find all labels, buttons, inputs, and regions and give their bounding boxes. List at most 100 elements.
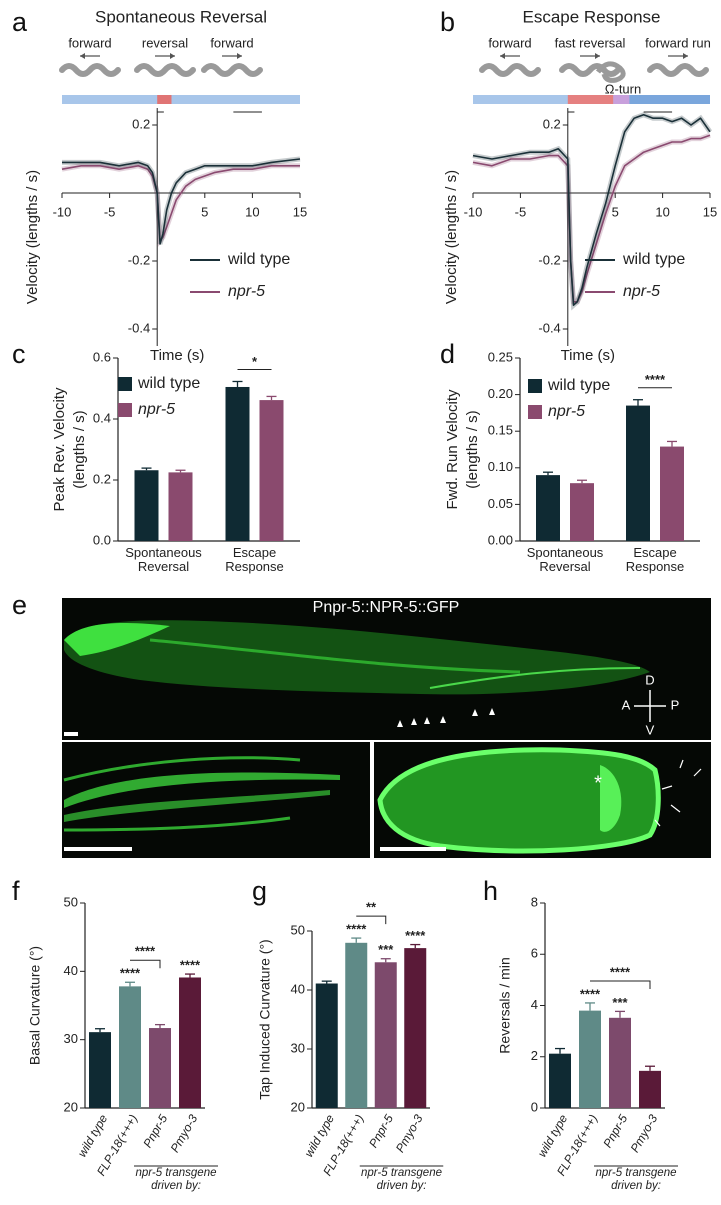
x-tick-label: Spontaneous Reversal [526, 546, 604, 575]
bar [134, 470, 159, 541]
x-tick-label: -10 [53, 204, 72, 219]
bar [404, 948, 427, 1108]
ethogram-segment [567, 95, 614, 104]
y-tick-label: 40 [291, 981, 305, 996]
y-tick-label: 0 [531, 1099, 538, 1114]
worm-icon [647, 63, 709, 77]
panel-letter: c [12, 339, 26, 369]
behavior-label: forward run [645, 35, 711, 50]
x-tick-label-box: Escape Response [625, 546, 685, 575]
scale-bar [64, 732, 78, 736]
muscle-strand [63, 756, 301, 782]
behavior-label: fast reversal [555, 35, 626, 50]
bar [179, 977, 201, 1108]
y-tick-label: 4 [531, 997, 538, 1012]
image-marker: * [594, 772, 602, 794]
x-tick-label: 15 [703, 204, 717, 219]
scale-bar [64, 847, 132, 851]
series-line [61, 165, 300, 242]
behavior-label: forward [488, 35, 531, 50]
x-tick-label: -10 [464, 204, 483, 219]
y-tick-label: 50 [291, 922, 305, 937]
compass-label: A [622, 697, 631, 712]
compass-arrows [634, 690, 666, 722]
x-tick-label: Escape Response [625, 546, 685, 575]
y-tick-label: 0.2 [93, 471, 111, 486]
group-label-box: npr-5 transgene driven by: [596, 1167, 677, 1192]
y-axis-label: Peak Rev. Velocity [51, 387, 68, 511]
legend-label: npr-5 [138, 401, 175, 418]
y-tick-label: 20 [291, 1099, 305, 1114]
head-image [380, 749, 659, 851]
behavior-label: forward [210, 35, 253, 50]
y-tick-label: 0.20 [488, 386, 513, 401]
arrow-head [80, 53, 85, 59]
bar [626, 405, 650, 541]
legend-label: wild type [547, 377, 610, 394]
y-axis-label: Reversals / min [497, 957, 513, 1053]
nerve-ring [600, 765, 622, 832]
y-tick-label: 2 [531, 1048, 538, 1063]
x-tick-label: 5 [612, 204, 619, 219]
panel-letter: e [12, 590, 27, 620]
y-tick-label: 0.0 [93, 532, 111, 547]
legend-label: npr-5 [228, 283, 265, 300]
bar [549, 1053, 571, 1108]
group-label: npr-5 transgene driven by: [135, 1167, 217, 1192]
y-tick-label: 40 [64, 963, 78, 978]
bar [315, 983, 338, 1108]
arrowheads [397, 708, 495, 727]
arrow-head [595, 53, 600, 59]
worm-icon [134, 63, 196, 77]
worm-icon [559, 63, 621, 77]
panel-letter: b [440, 7, 455, 37]
significance-label: *** [378, 942, 394, 957]
image-caption: Pnpr-5::NPR-5::GFP [313, 599, 460, 616]
x-tick-label: -5 [515, 204, 527, 219]
y-tick-label: 0.00 [488, 532, 513, 547]
y-axis-label: Velocity (lengths / s) [443, 170, 460, 304]
bar [374, 962, 397, 1108]
worm-tail [429, 667, 641, 689]
legend-label: npr-5 [623, 283, 660, 300]
bar [345, 942, 368, 1108]
bar [660, 446, 684, 541]
muscle-strand [63, 816, 291, 832]
arrow-head [500, 53, 505, 59]
comparison-bracket [356, 915, 387, 925]
y-tick-label: 0.15 [488, 423, 513, 438]
comparison-label: **** [645, 372, 666, 387]
y-axis-label: Tap Induced Curvature (°) [257, 939, 273, 1099]
x-tick-label-box: Spontaneous Reversal [125, 546, 202, 574]
worm-nerve [149, 638, 521, 674]
y-tick-label: 0.4 [93, 410, 111, 425]
ethogram [62, 95, 300, 104]
x-tick-label-box: Spontaneous Reversal [526, 546, 604, 575]
significance-label: *** [612, 995, 628, 1010]
x-tick-label: -5 [104, 204, 116, 219]
group-label-box: npr-5 transgene driven by: [135, 1167, 217, 1192]
worm-icon [201, 63, 263, 77]
x-tick-label: 10 [245, 204, 259, 219]
legend-swatch [528, 405, 542, 419]
head-outline [377, 747, 661, 854]
scale-bar [380, 847, 446, 851]
y-tick-label: 8 [531, 894, 538, 909]
bar [225, 386, 250, 541]
y-tick-label: -0.2 [538, 252, 560, 267]
significance-label: **** [405, 928, 426, 943]
y-tick-label: 0.6 [93, 349, 111, 364]
worm-icon [59, 63, 121, 77]
worm-icon [479, 63, 541, 77]
y-tick-label: -0.4 [128, 320, 150, 335]
panel-letter: g [252, 876, 267, 906]
behavior-label: forward [68, 35, 111, 50]
bar [536, 475, 560, 541]
bar [149, 1028, 171, 1108]
series-line [472, 114, 711, 306]
legend-swatch [528, 379, 542, 393]
muscle-strand [64, 772, 340, 808]
micrograph-panel [62, 598, 711, 858]
